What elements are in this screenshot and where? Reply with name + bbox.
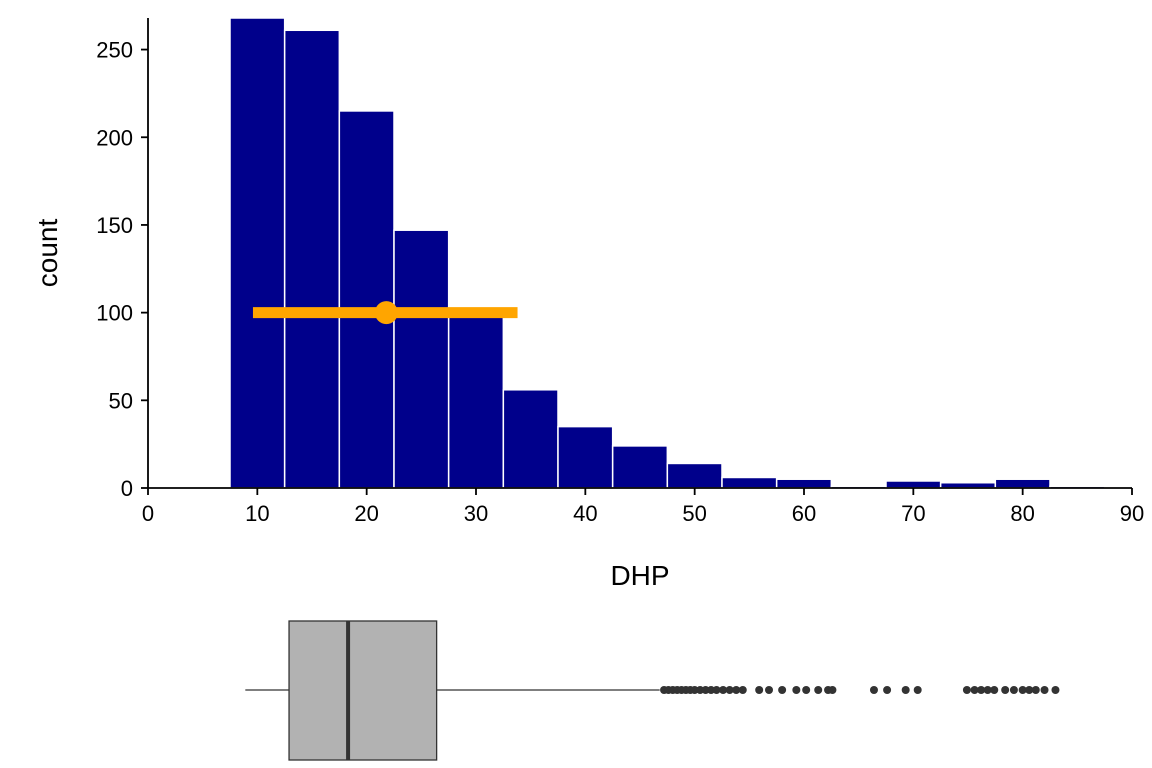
histogram-bar: [775, 478, 833, 489]
histogram-bar: [283, 29, 341, 489]
boxplot-outlier-point: [1031, 686, 1040, 694]
boxplot-outlier-point: [712, 686, 721, 694]
boxplot-outlier-point: [869, 686, 878, 694]
boxplot-outlier-point: [1025, 686, 1034, 694]
histogram-bar: [393, 229, 450, 489]
boxplot-outlier-point: [1051, 686, 1060, 694]
boxplot-outlier-point: [1040, 686, 1049, 694]
y-tick-label: 200: [96, 125, 133, 150]
histogram-bar: [994, 478, 1051, 489]
boxplot-outlier-point: [883, 686, 892, 694]
boxplot-outlier-point: [901, 686, 910, 694]
boxplot-outlier-point: [977, 686, 986, 694]
x-tick-label: 20: [354, 501, 378, 526]
boxplot-outlier-point: [983, 686, 992, 694]
x-tick-label: 30: [464, 501, 488, 526]
y-tick-label: 50: [109, 388, 133, 413]
x-tick-label: 90: [1120, 501, 1144, 526]
boxplot-outlier-point: [719, 686, 728, 694]
histogram-bar: [338, 110, 395, 489]
histogram-bar: [229, 17, 286, 489]
boxplot-outlier-point: [690, 686, 699, 694]
histogram-bar: [611, 445, 669, 489]
x-tick-label: 60: [792, 501, 816, 526]
boxplot-outlier-point: [707, 686, 716, 694]
boxplot-outlier-point: [755, 686, 764, 694]
boxplot-outlier-point: [696, 686, 705, 694]
histogram-bar: [721, 476, 778, 489]
boxplot-outlier-point: [970, 686, 979, 694]
y-axis-title: count: [32, 219, 63, 288]
x-axis-title: DHP: [610, 560, 669, 591]
histogram-bar: [885, 480, 942, 489]
boxplot-box: [288, 620, 438, 761]
histogram-bar: [557, 425, 614, 489]
y-tick-label: 250: [96, 38, 133, 63]
boxplot-outlier-point: [1009, 686, 1018, 694]
boxplot-outlier-point: [802, 686, 811, 694]
x-tick-label: 0: [142, 501, 154, 526]
x-tick-label: 50: [682, 501, 706, 526]
boxplot-outlier-point: [701, 686, 710, 694]
boxplot-outlier-point: [778, 686, 787, 694]
x-tick-label: 10: [245, 501, 269, 526]
boxplot-outlier-point: [732, 686, 741, 694]
boxplot-outlier-point: [738, 686, 747, 694]
y-tick-label: 100: [96, 301, 133, 326]
boxplot-outlier-point: [1001, 686, 1010, 694]
histogram-bar: [447, 306, 505, 489]
boxplot-outlier-point: [792, 686, 801, 694]
x-tick-label: 80: [1010, 501, 1034, 526]
histogram-bar: [666, 462, 723, 489]
boxplot-outlier-point: [962, 686, 971, 694]
boxplot-outlier-point: [913, 686, 922, 694]
boxplot-outlier-point: [828, 686, 837, 694]
x-tick-label: 70: [901, 501, 925, 526]
interval-point: [374, 301, 398, 325]
boxplot-outlier-point: [725, 686, 734, 694]
boxplot-outlier-point: [990, 686, 999, 694]
boxplot-outlier-point: [814, 686, 823, 694]
histogram-bar: [502, 389, 559, 489]
x-tick-label: 40: [573, 501, 597, 526]
y-tick-label: 150: [96, 213, 133, 238]
y-tick-label: 0: [121, 476, 133, 501]
boxplot-outlier-point: [765, 686, 774, 694]
boxplot-outlier-point: [1018, 686, 1027, 694]
